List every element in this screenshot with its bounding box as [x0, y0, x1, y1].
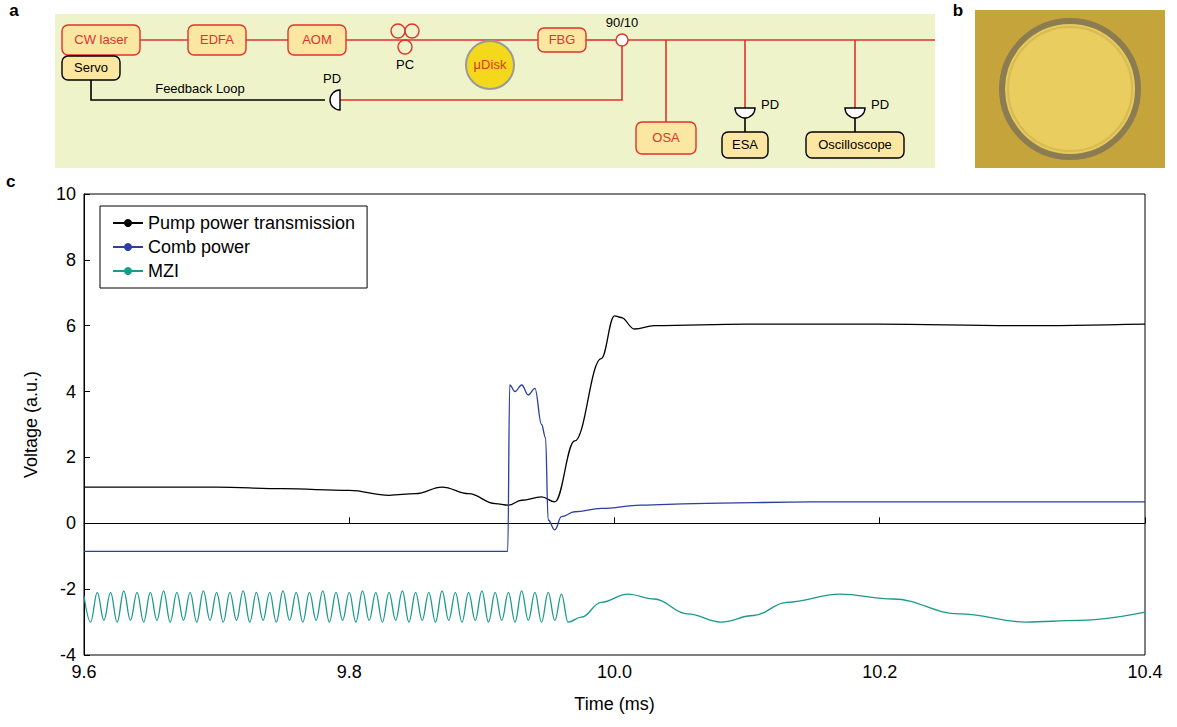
svg-text:Comb power: Comb power [148, 237, 250, 257]
svg-text:Time (ms): Time (ms) [574, 694, 654, 714]
svg-text:a: a [9, 1, 19, 20]
svg-text:2: 2 [66, 447, 76, 467]
svg-text:0: 0 [66, 513, 76, 533]
svg-text:6: 6 [66, 316, 76, 336]
svg-text:AOM: AOM [302, 32, 332, 47]
svg-text:4: 4 [66, 382, 76, 402]
svg-text:90/10: 90/10 [606, 15, 639, 30]
svg-text:10.0: 10.0 [597, 662, 632, 682]
svg-text:-4: -4 [60, 645, 76, 665]
svg-text:10.2: 10.2 [862, 662, 897, 682]
svg-text:CW laser: CW laser [74, 32, 128, 47]
svg-text:PD: PD [871, 97, 889, 112]
svg-text:PC: PC [396, 57, 414, 72]
svg-text:Oscilloscope: Oscilloscope [818, 137, 892, 152]
svg-text:9.6: 9.6 [71, 662, 96, 682]
svg-text:OSA: OSA [652, 130, 680, 145]
svg-text:MZI: MZI [148, 261, 179, 281]
svg-text:10: 10 [56, 184, 76, 204]
svg-text:Pump power transmission: Pump power transmission [148, 213, 355, 233]
svg-text:PD: PD [761, 97, 779, 112]
svg-text:10.4: 10.4 [1127, 662, 1162, 682]
svg-text:PD: PD [323, 71, 341, 86]
svg-text:b: b [953, 1, 963, 20]
svg-text:μDisk: μDisk [474, 57, 507, 72]
svg-text:FBG: FBG [549, 32, 576, 47]
svg-text:Voltage (a.u.): Voltage (a.u.) [21, 371, 41, 478]
svg-text:EDFA: EDFA [200, 32, 234, 47]
svg-text:-2: -2 [60, 579, 76, 599]
svg-text:9.8: 9.8 [337, 662, 362, 682]
svg-text:ESA: ESA [732, 137, 758, 152]
svg-text:8: 8 [66, 250, 76, 270]
svg-text:Feedback Loop: Feedback Loop [155, 81, 245, 96]
html-text:c: c [6, 172, 16, 191]
svg-text:Servo: Servo [74, 60, 108, 75]
